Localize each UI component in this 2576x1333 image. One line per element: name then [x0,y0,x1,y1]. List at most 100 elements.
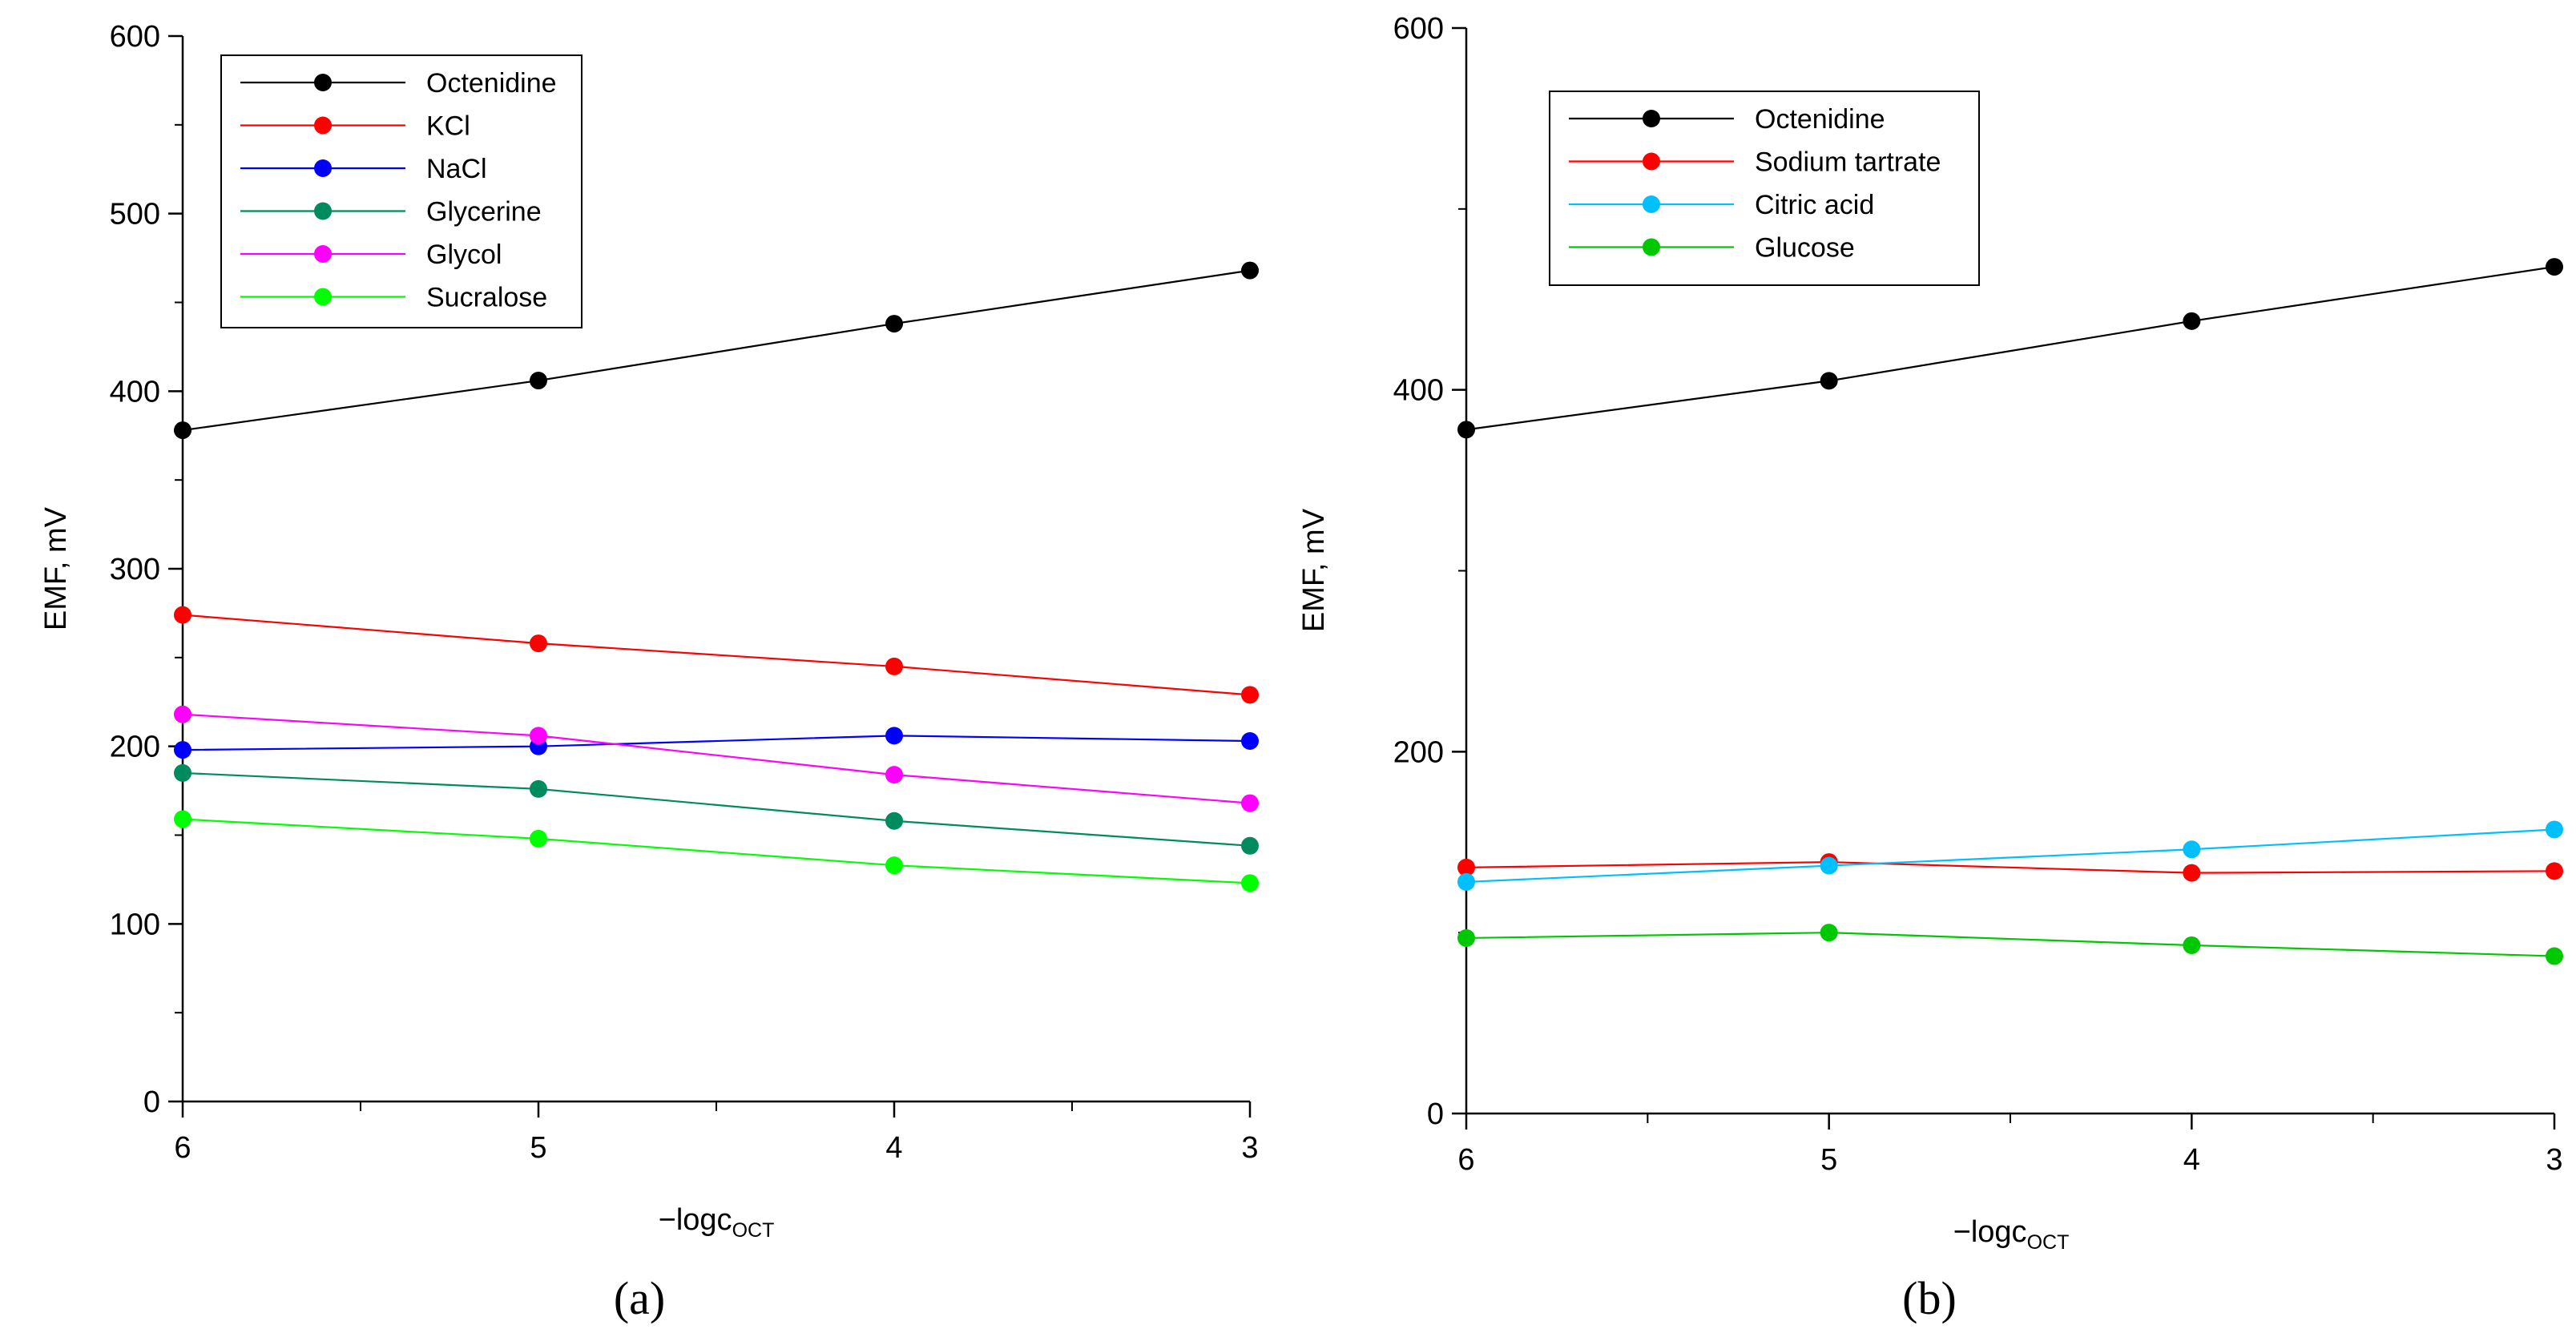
data-point [885,315,903,333]
series-citric-acid [1457,820,2563,891]
legend-label: Sodium tartrate [1755,147,1941,178]
y-axis: 0 100 200 300 400 500 600 [110,20,184,1119]
legend-item: Glycol [240,240,502,270]
x-tick-label: 3 [1241,1131,1258,1165]
panel-label-b: (b) [1902,1272,1957,1324]
x-tick-label: 4 [885,1131,902,1165]
data-point [2546,947,2563,965]
panel-label-a: (a) [614,1272,665,1324]
y-tick-label: 400 [1393,374,1444,408]
legend-swatch-marker [1643,238,1660,256]
data-point [1241,261,1259,280]
legend-swatch-marker [314,116,332,135]
data-point [530,779,547,798]
series-octenidine [174,261,1259,440]
series-glycol [174,705,1259,812]
data-point [174,810,191,828]
data-point [885,657,903,675]
data-point [1820,372,1838,390]
series-sucralose [174,810,1259,892]
legend-item: Sodium tartrate [1569,147,1941,178]
legend-item: Sucralose [240,283,547,313]
legend-swatch-marker [1643,195,1660,213]
legend-item: Glucose [1569,233,1855,264]
data-point [1820,856,1838,875]
legend-swatch-marker [1643,110,1660,127]
data-point [2183,864,2201,882]
legend: Octenidine KCl NaCl Glycerine Glycol Sucralos… [220,54,583,328]
data-point [1457,421,1475,439]
data-point [1241,794,1259,812]
chart-panel-a: 0 100 200 300 400 500 600 6 5 4 3 EMF, mV −logcOC… [39,20,1259,1324]
legend-swatch-marker [314,74,332,91]
series-line [1465,828,2555,884]
series-octenidine [1457,258,2563,439]
chart-panel-b: 0 200 400 600 6 5 4 3 EMF, mV −logcOCT Octenid… [1297,12,2563,1324]
legend-item: Octenidine [240,68,557,99]
legend-label: Octenidine [1755,104,1885,135]
data-point [1457,928,1475,947]
y-tick-label: 500 [110,198,160,232]
legend-item: KCl [240,111,470,142]
data-point [2546,258,2563,276]
series-lines [174,261,1259,892]
series-line [182,614,1251,696]
x-axis: 6 5 4 3 [1457,1112,2563,1177]
data-point [530,727,547,745]
data-point [174,421,191,440]
data-point [885,766,903,784]
series-line [182,771,1251,847]
legend-swatch-marker [1643,152,1660,171]
legend-swatch-marker [314,202,332,220]
data-point [885,727,903,745]
series-line [182,818,1251,884]
y-tick-label: 200 [110,731,160,764]
y-tick-label: 400 [110,375,160,409]
series-glycerine [174,763,1259,855]
y-axis: 0 200 400 600 [1393,12,1468,1131]
legend-swatch-marker [314,159,332,177]
data-point [2546,862,2563,880]
legend-label: NaCl [426,154,487,184]
legend-label: Citric acid [1755,190,1874,220]
data-point [1241,732,1259,751]
data-point [174,763,191,782]
x-tick-label: 6 [1457,1143,1474,1177]
legend-label: Sucralose [426,283,547,313]
x-tick-label: 6 [174,1131,191,1165]
data-point [1241,874,1259,892]
data-point [530,829,547,848]
legend-label: Glycerine [426,197,542,228]
data-point [1241,836,1259,855]
y-axis-title: EMF, mV [1297,508,1331,632]
legend: Octenidine Sodium tartrate Citric acid Gluc… [1549,91,1980,286]
data-point [1820,924,1838,942]
series-line [1465,266,2555,431]
series-line [182,269,1251,432]
x-axis-title: −logcOCT [1953,1215,2070,1254]
y-tick-label: 0 [1427,1097,1444,1131]
data-point [530,372,547,390]
legend-label: Glucose [1755,233,1855,264]
legend-label: KCl [426,111,470,142]
data-point [174,741,191,759]
data-point [2183,936,2201,954]
x-tick-label: 5 [1820,1143,1837,1177]
series-glucose [1457,924,2563,965]
data-point [530,634,547,653]
x-axis-title: −logcOCT [659,1203,775,1242]
y-tick-label: 600 [1393,12,1444,46]
legend-item: Citric acid [1569,190,1874,220]
x-tick-label: 3 [2546,1143,2562,1177]
data-point [2183,840,2201,859]
series-line [1465,860,2555,874]
x-tick-label: 5 [530,1131,546,1165]
data-point [2546,820,2563,839]
y-tick-label: 300 [110,553,160,586]
data-point [174,705,191,723]
legend-item: Octenidine [1569,104,1885,135]
data-point [2183,312,2201,330]
series-line [1465,932,2555,957]
data-point [1457,858,1475,876]
